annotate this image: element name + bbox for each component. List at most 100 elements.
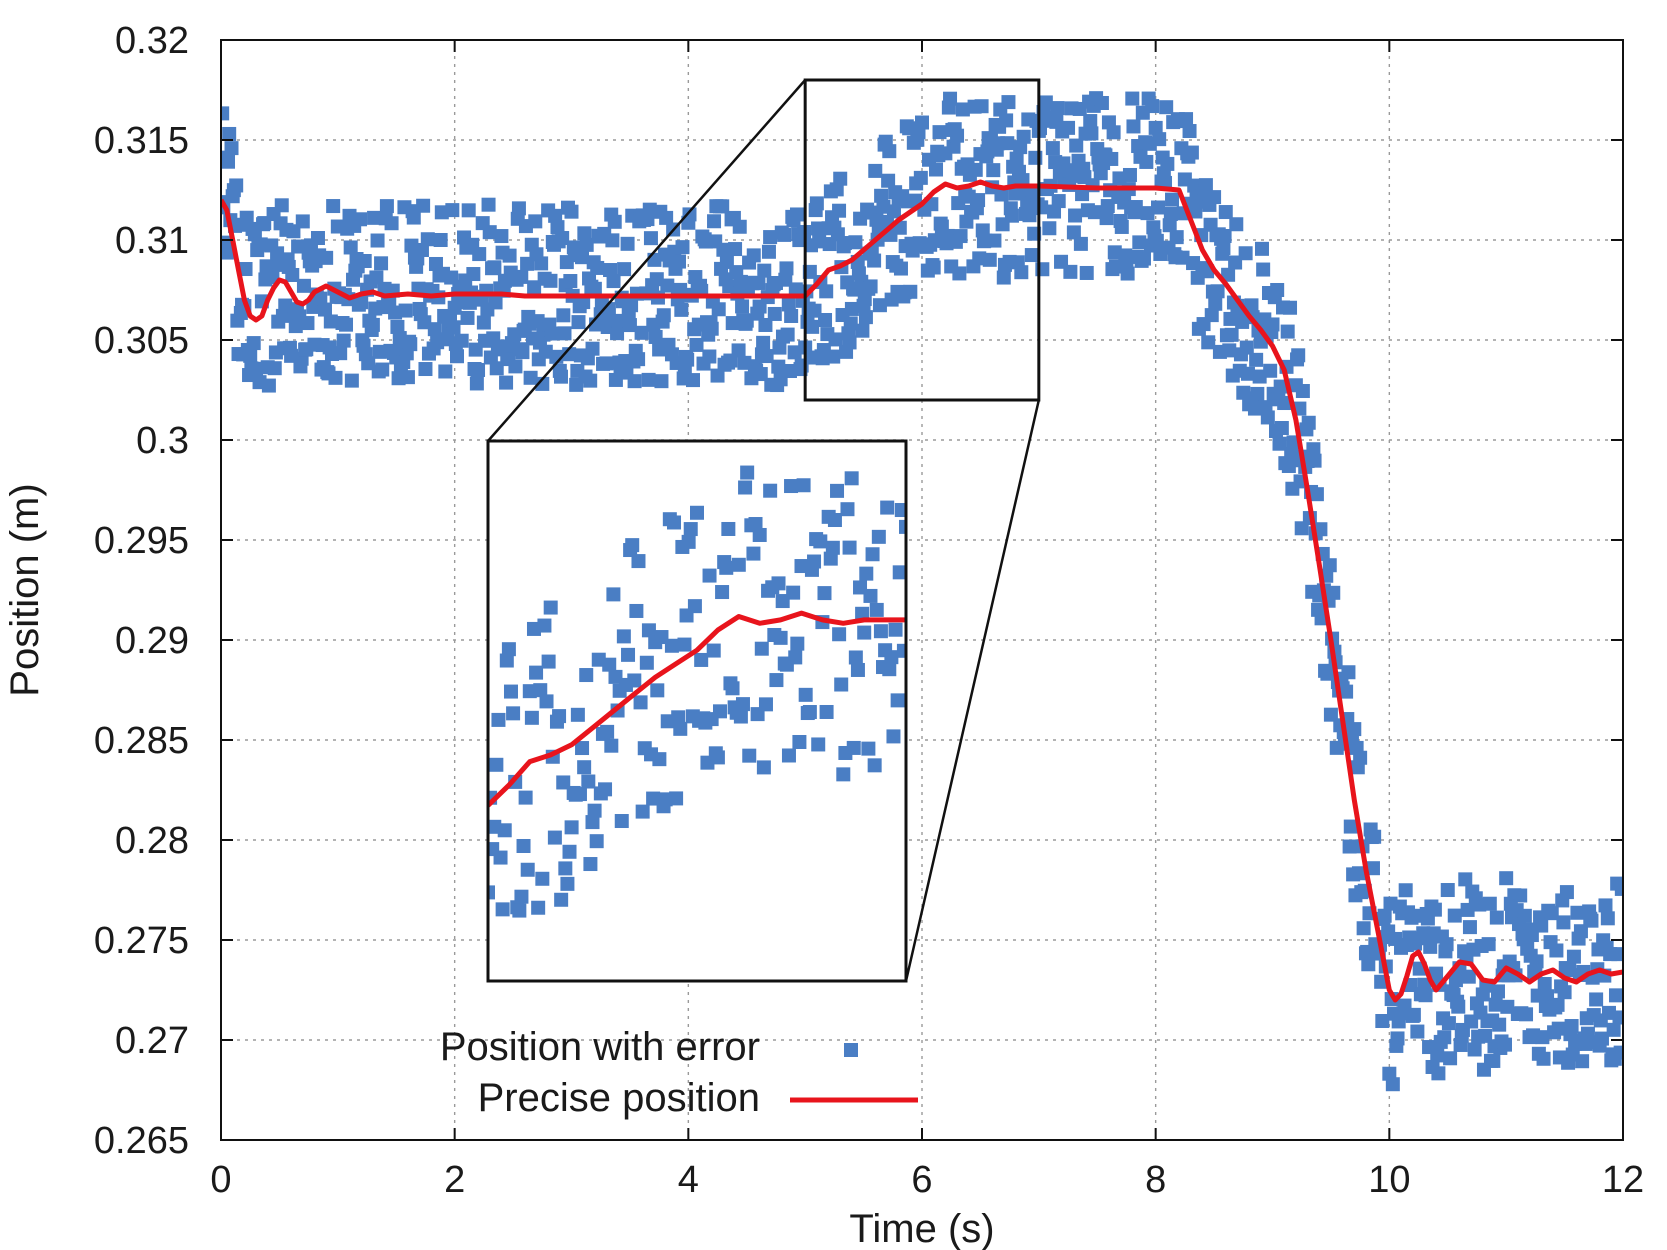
- data-point: [527, 280, 542, 295]
- data-point: [881, 173, 896, 188]
- legend: Position with error Precise position: [440, 1010, 923, 1120]
- data-point: [270, 246, 285, 261]
- data-point: [826, 349, 841, 364]
- inset-data-point: [702, 568, 717, 583]
- data-point: [1613, 1045, 1623, 1060]
- inset-data-point: [506, 706, 521, 721]
- data-point: [1247, 401, 1262, 416]
- data-point: [1291, 348, 1306, 363]
- data-point: [784, 308, 799, 323]
- data-point: [759, 349, 774, 364]
- data-point: [848, 235, 863, 250]
- data-point: [1204, 308, 1219, 323]
- data-point: [1228, 255, 1243, 270]
- data-point: [1222, 343, 1237, 358]
- data-point: [1472, 897, 1487, 912]
- data-point: [1322, 558, 1337, 573]
- inset-data-point: [627, 673, 642, 688]
- data-point: [1557, 985, 1572, 1000]
- data-point: [767, 306, 782, 321]
- data-point: [1410, 1024, 1425, 1039]
- data-point: [1069, 138, 1084, 153]
- inset-data-point: [589, 834, 604, 849]
- data-point: [731, 343, 746, 358]
- data-point: [1429, 966, 1444, 981]
- data-point: [1087, 205, 1102, 220]
- inset-data-point: [681, 534, 696, 549]
- data-point: [893, 261, 908, 276]
- data-point: [972, 251, 987, 266]
- y-tick-label: 0.31: [115, 220, 189, 262]
- inset-data-point: [848, 650, 863, 665]
- data-point: [543, 273, 558, 288]
- inset-data-point: [712, 704, 727, 719]
- inset-data-point: [621, 647, 636, 662]
- data-point: [1323, 707, 1338, 722]
- inset-data-point: [497, 823, 512, 838]
- data-point: [469, 376, 484, 391]
- x-axis-title: Time (s): [849, 1207, 994, 1250]
- data-point: [367, 210, 382, 225]
- data-point: [789, 207, 804, 222]
- data-point: [643, 231, 658, 246]
- inset-data-point: [614, 814, 629, 829]
- data-point: [1132, 235, 1147, 250]
- data-point: [1001, 95, 1016, 110]
- data-point: [1024, 248, 1039, 263]
- data-point: [1467, 1042, 1482, 1057]
- data-point: [1265, 317, 1280, 332]
- data-point: [855, 323, 870, 338]
- inset-frame: [486, 439, 908, 983]
- data-point: [1068, 208, 1083, 223]
- data-point: [952, 266, 967, 281]
- inset-data-point: [602, 657, 617, 672]
- data-point: [1151, 200, 1166, 215]
- data-point: [487, 260, 502, 275]
- inset-data-point: [867, 758, 882, 773]
- data-point: [502, 248, 517, 263]
- inset-data-point: [529, 665, 544, 680]
- data-point: [882, 144, 897, 159]
- data-point: [1038, 95, 1053, 110]
- data-point: [1139, 154, 1154, 169]
- inset-data-point: [873, 624, 888, 639]
- data-point: [1462, 920, 1477, 935]
- inset-data-point: [667, 515, 682, 530]
- inset-data-point: [846, 740, 861, 755]
- data-point: [406, 210, 421, 225]
- data-point: [1534, 918, 1549, 933]
- data-point: [929, 162, 944, 177]
- legend-label-position-with-error: Position with error: [440, 1025, 760, 1069]
- data-point: [872, 298, 887, 313]
- inset-data-point: [763, 483, 778, 498]
- data-point: [585, 341, 600, 356]
- data-point: [999, 113, 1014, 128]
- data-point: [1608, 988, 1623, 1003]
- legend-label-precise-position: Precise position: [478, 1076, 760, 1120]
- data-point: [809, 196, 824, 211]
- inset-data-point: [892, 565, 906, 580]
- legend-bg-anchor: [920, 1010, 923, 1013]
- inset-data-point: [575, 741, 590, 756]
- data-point: [1009, 151, 1024, 166]
- inset-data-point: [606, 587, 621, 602]
- inset-data-point: [769, 673, 784, 688]
- inset-data-point: [577, 760, 592, 775]
- data-point: [987, 233, 1002, 248]
- zoom-connector: [904, 399, 1041, 982]
- data-point: [1051, 194, 1066, 209]
- data-point: [1301, 415, 1316, 430]
- data-point: [577, 226, 592, 241]
- y-tick-label: 0.285: [94, 720, 189, 762]
- data-point: [1136, 251, 1151, 266]
- inset-data-point: [890, 693, 905, 708]
- data-point: [863, 279, 878, 294]
- data-point: [610, 326, 625, 341]
- data-point: [1184, 145, 1199, 160]
- data-point: [450, 349, 465, 364]
- inset-data-point: [719, 560, 734, 575]
- data-point: [587, 281, 602, 296]
- inset-data-point: [859, 566, 874, 581]
- data-point: [660, 278, 675, 293]
- inset-data-point: [754, 641, 769, 656]
